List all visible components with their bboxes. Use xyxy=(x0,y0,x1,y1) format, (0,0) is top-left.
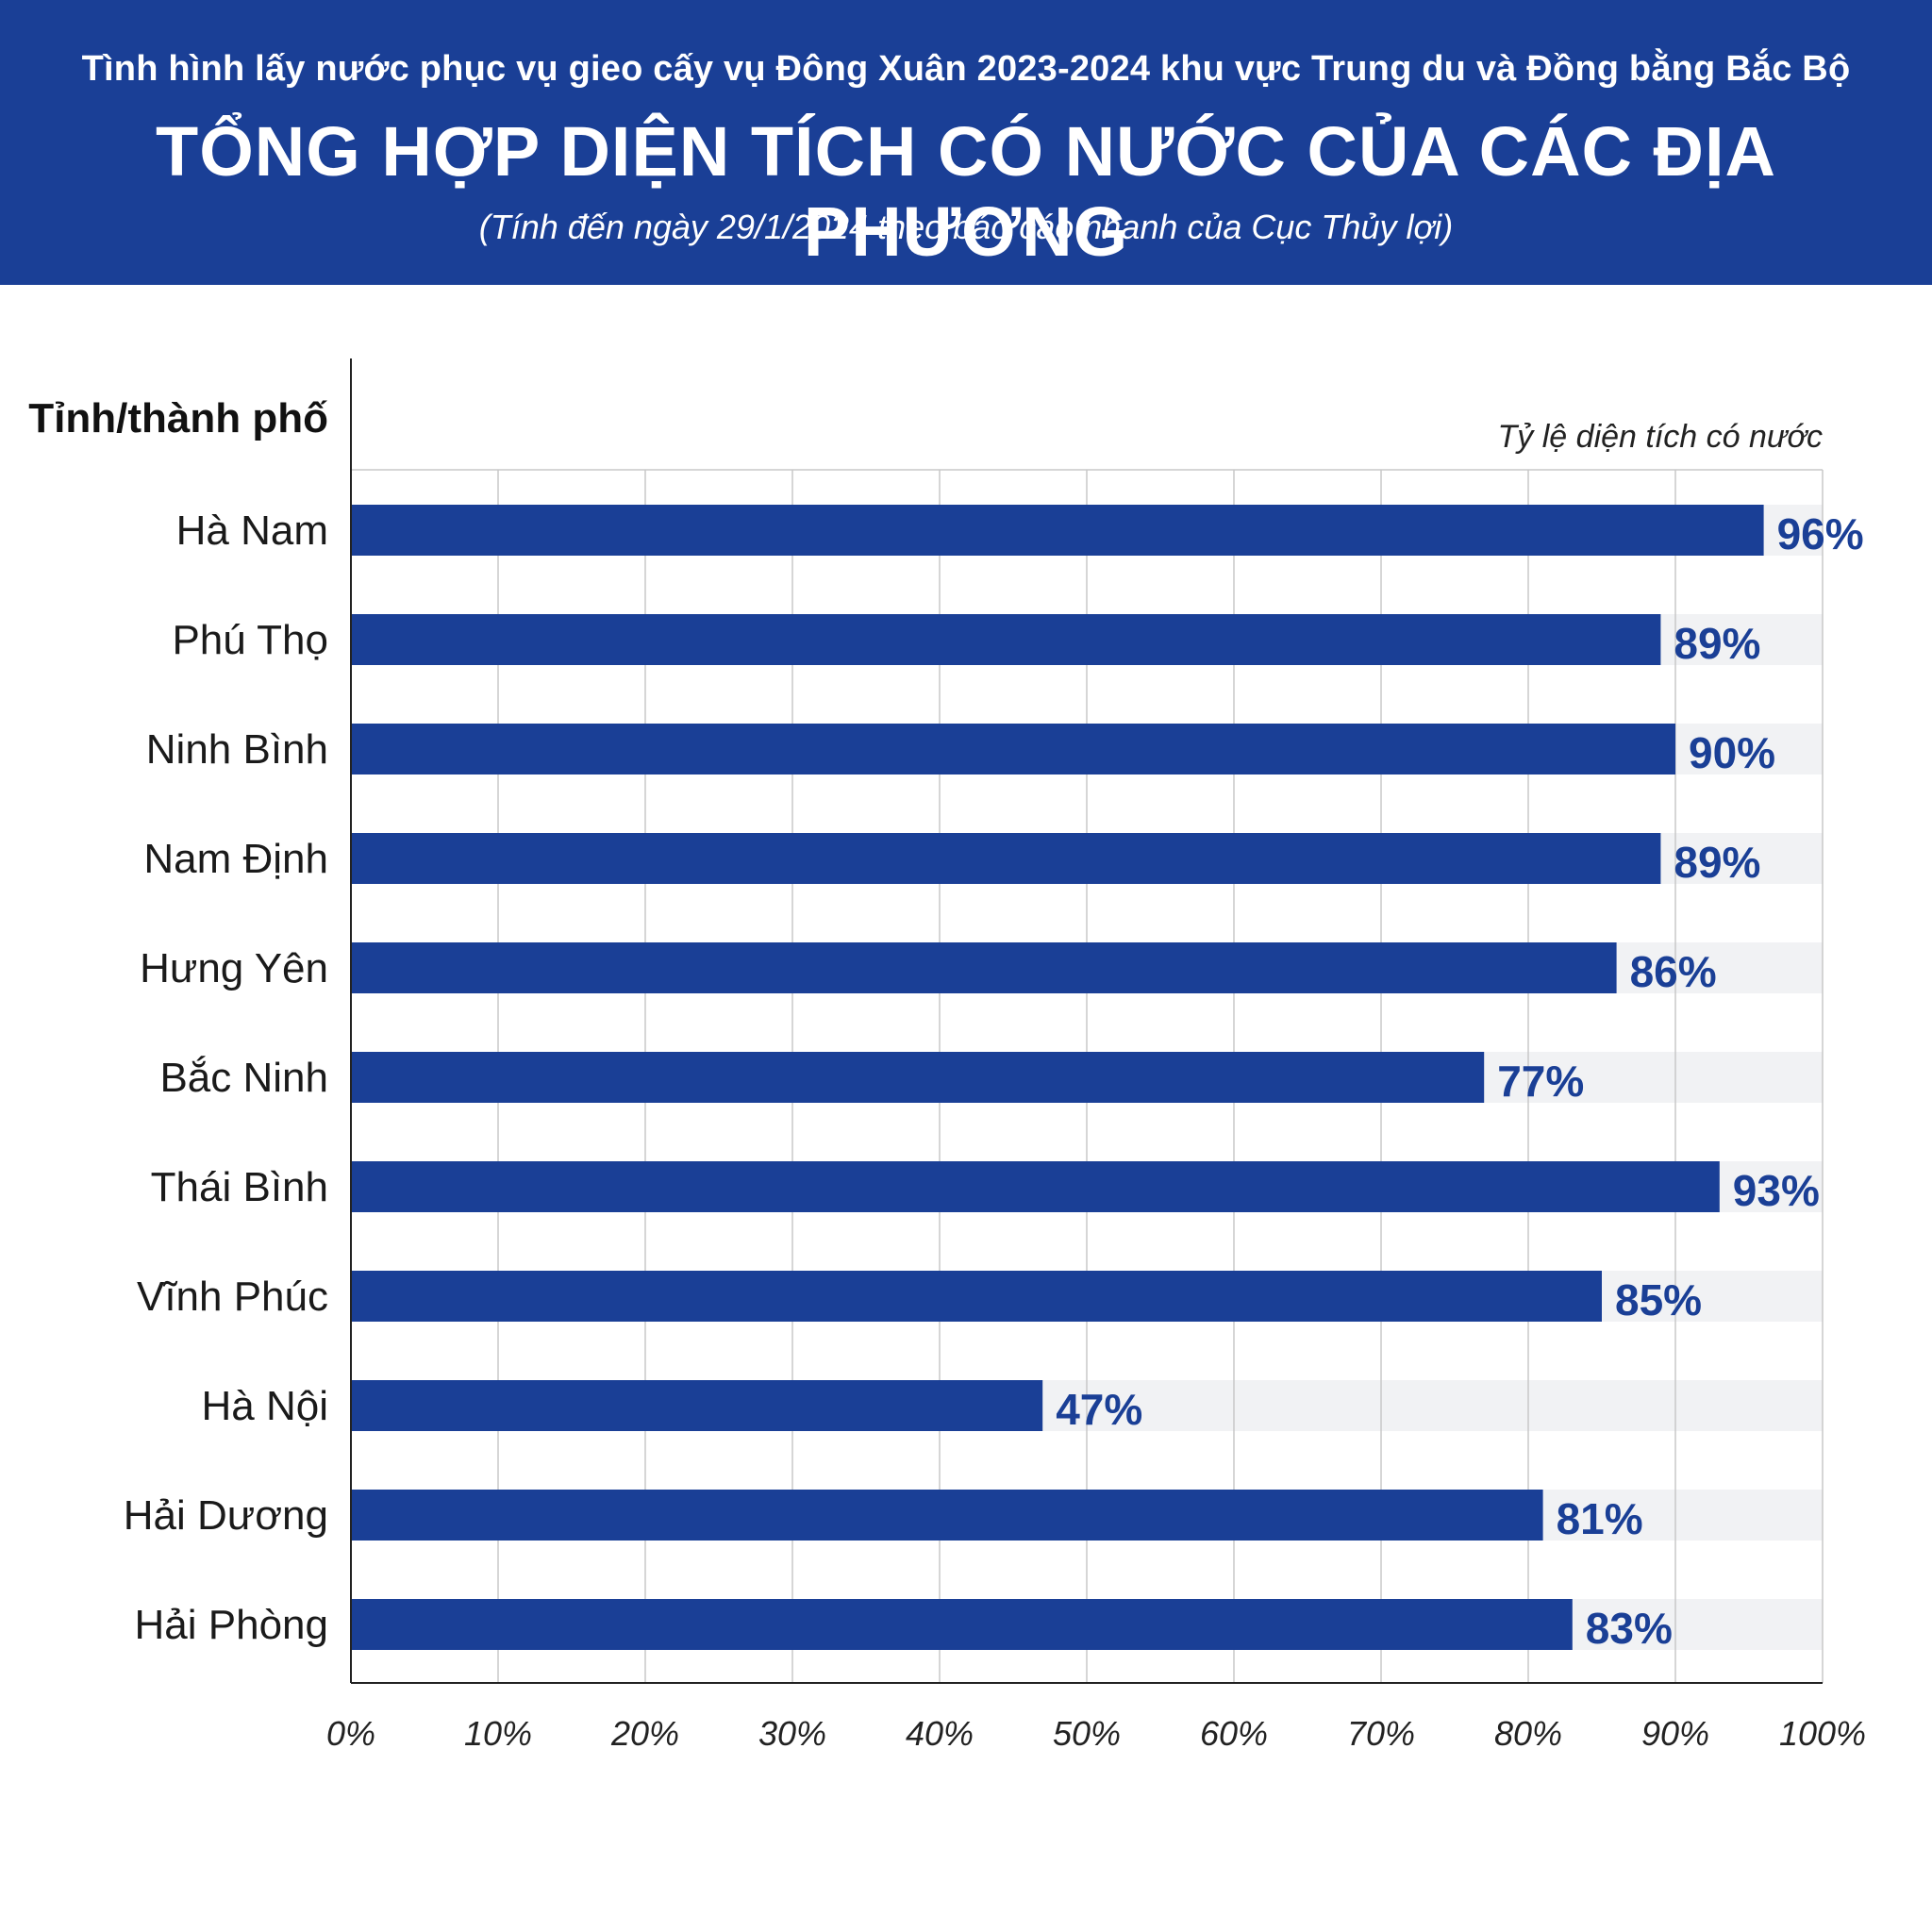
data-label: 89% xyxy=(1674,619,1760,668)
bar xyxy=(351,614,1661,665)
value-axis-label: Tỷ lệ diện tích có nước xyxy=(1498,419,1823,455)
data-label: 93% xyxy=(1733,1166,1820,1215)
x-tick-label: 0% xyxy=(326,1714,375,1753)
chart-header: Tình hình lấy nước phục vụ gieo cấy vụ Đ… xyxy=(0,0,1932,285)
category-label: Vĩnh Phúc xyxy=(137,1274,328,1320)
data-label: 77% xyxy=(1497,1057,1584,1106)
category-label: Hưng Yên xyxy=(140,945,328,991)
bar xyxy=(351,833,1661,884)
x-tick-label: 70% xyxy=(1347,1714,1415,1753)
data-label: 96% xyxy=(1777,509,1864,558)
data-label: 90% xyxy=(1689,728,1775,777)
bar xyxy=(351,1161,1720,1212)
bars xyxy=(351,505,1764,1650)
data-label: 89% xyxy=(1674,838,1760,887)
data-label: 86% xyxy=(1630,947,1717,996)
chart-source-note: (Tính đến ngày 29/1/2024 theo báo cáo nh… xyxy=(478,208,1454,246)
category-axis-header: Tỉnh/thành phố xyxy=(28,395,328,441)
x-tick-label: 30% xyxy=(758,1714,826,1753)
bar xyxy=(351,1271,1602,1322)
data-label: 83% xyxy=(1586,1604,1673,1653)
labels: Hà Nam 96% Phú Thọ 89% Ninh Bình 90% Nam Định 8… xyxy=(124,508,1866,1753)
x-tick-label: 60% xyxy=(1200,1714,1268,1753)
bar-chart: Hà Nam 96% Phú Thọ 89% Ninh Bình 90% Nam Định 8… xyxy=(28,358,1866,1753)
x-tick-label: 50% xyxy=(1053,1714,1121,1753)
bar xyxy=(351,942,1617,993)
category-label: Hải Dương xyxy=(124,1492,328,1539)
category-label: Thái Bình xyxy=(151,1164,328,1210)
data-label: 85% xyxy=(1615,1275,1702,1324)
x-tick-label: 10% xyxy=(464,1714,532,1753)
category-label: Ninh Bình xyxy=(146,726,328,773)
bar xyxy=(351,1490,1543,1541)
x-tick-label: 100% xyxy=(1779,1714,1866,1753)
bar xyxy=(351,505,1764,556)
category-label: Hà Nội xyxy=(202,1383,329,1429)
x-tick-label: 80% xyxy=(1494,1714,1562,1753)
category-label: Nam Định xyxy=(143,836,328,882)
bar xyxy=(351,1052,1485,1103)
data-label: 47% xyxy=(1056,1385,1142,1434)
category-label: Hải Phòng xyxy=(135,1602,328,1648)
bar xyxy=(351,724,1675,774)
bar xyxy=(351,1599,1573,1650)
x-tick-label: 90% xyxy=(1641,1714,1709,1753)
x-tick-label: 40% xyxy=(906,1714,974,1753)
category-label: Phú Thọ xyxy=(172,617,328,663)
axes xyxy=(350,358,1823,1684)
category-label: Hà Nam xyxy=(176,508,328,554)
chart-subtitle: Tình hình lấy nước phục vụ gieo cấy vụ Đ… xyxy=(81,49,1851,89)
data-label: 81% xyxy=(1557,1494,1643,1543)
category-label: Bắc Ninh xyxy=(159,1055,328,1101)
x-tick-label: 20% xyxy=(610,1714,679,1753)
chart-title: TỔNG HỢP DIỆN TÍCH CÓ NƯỚC CỦA CÁC ĐỊA P… xyxy=(156,112,1776,271)
bar xyxy=(351,1380,1043,1431)
